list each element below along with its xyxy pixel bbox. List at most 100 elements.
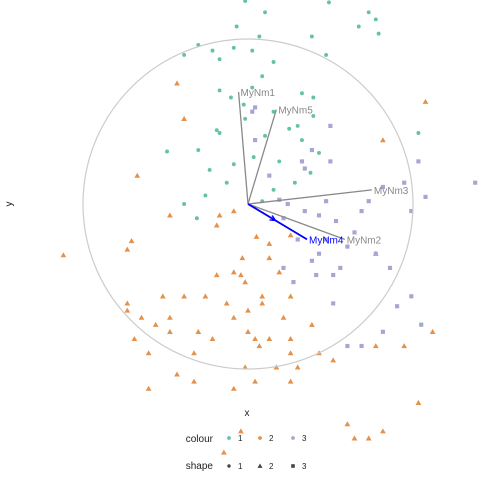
legend-shape-label-2: 2 <box>269 462 274 471</box>
data-point-group-2 <box>287 336 294 342</box>
data-point-group-2 <box>134 172 141 178</box>
data-point-group-3 <box>352 230 357 235</box>
legend-colour: colour 1 2 3 <box>186 434 307 445</box>
data-point-group-3 <box>295 237 300 242</box>
data-point-group-2 <box>174 371 180 377</box>
data-point-group-3 <box>366 199 371 204</box>
data-point-group-1 <box>271 109 276 114</box>
data-point-group-3 <box>359 343 364 349</box>
data-point-group-2 <box>287 378 294 384</box>
data-point-group-1 <box>210 48 215 53</box>
data-point-group-1 <box>287 126 292 131</box>
data-point-group-2 <box>216 212 223 218</box>
data-point-group-2 <box>253 233 260 239</box>
data-point-group-2 <box>191 378 197 384</box>
data-point-group-2 <box>167 212 173 218</box>
data-point-group-2 <box>230 314 237 320</box>
data-point-group-2 <box>230 208 237 214</box>
legend-shape: shape 1 2 3 <box>186 461 307 472</box>
data-point-group-3 <box>333 218 339 224</box>
data-point-group-2 <box>242 279 249 285</box>
data-point-group-2 <box>145 350 152 356</box>
data-point-group-2 <box>131 336 138 342</box>
data-point-group-3 <box>423 194 428 199</box>
data-point-group-2 <box>309 321 315 327</box>
data-point-group-1 <box>277 159 282 164</box>
vector-mynm3 <box>247 189 372 205</box>
data-point-group-2 <box>422 98 429 104</box>
data-point-group-2 <box>287 232 294 238</box>
data-point-group-1 <box>196 148 201 152</box>
data-point-group-1 <box>182 202 187 206</box>
points-layer <box>60 0 478 455</box>
data-point-group-2 <box>220 449 227 455</box>
legend-shape-key-2 <box>257 463 263 468</box>
data-point-group-3 <box>473 180 478 185</box>
data-point-group-1 <box>231 162 236 167</box>
data-point-group-3 <box>316 251 322 256</box>
data-point-group-1 <box>324 52 329 57</box>
data-point-group-3 <box>402 180 407 185</box>
data-point-group-2 <box>124 300 131 306</box>
data-point-group-2 <box>174 80 180 86</box>
legend-colour-title: colour <box>186 434 214 445</box>
data-point-group-1 <box>311 114 316 118</box>
data-point-group-1 <box>356 24 361 29</box>
data-point-group-1 <box>308 170 313 175</box>
legend-colour-label-1: 1 <box>238 434 243 443</box>
data-point-group-2 <box>191 350 197 356</box>
data-point-group-2 <box>213 222 220 228</box>
data-point-group-2 <box>145 385 152 391</box>
legend-colour-label-3: 3 <box>302 434 307 443</box>
data-point-group-2 <box>242 364 249 370</box>
x-axis-title: x <box>245 408 250 419</box>
legend-shape-title: shape <box>186 461 214 472</box>
data-point-group-2 <box>280 314 287 320</box>
y-axis-title: y <box>4 202 15 207</box>
vector-label-mynm5: MyNm5 <box>278 106 313 117</box>
legend-colour-key-1 <box>227 436 231 440</box>
data-point-group-3 <box>281 265 286 270</box>
data-point-group-3 <box>380 329 385 334</box>
vector-arrow-mynm4 <box>269 215 277 222</box>
data-point-group-2 <box>238 428 244 434</box>
data-point-group-2 <box>266 336 273 342</box>
data-point-group-3 <box>324 237 329 242</box>
legend-shape-key-1 <box>227 464 231 468</box>
data-point-group-2 <box>138 314 145 320</box>
data-point-group-1 <box>207 167 212 172</box>
vector-mynm4 <box>247 203 308 241</box>
data-point-group-2 <box>276 269 283 275</box>
vector-label-mynm3: MyNm3 <box>374 186 409 197</box>
data-point-group-2 <box>60 252 67 258</box>
data-point-group-1 <box>376 31 381 36</box>
data-point-group-2 <box>181 293 187 299</box>
data-point-group-1 <box>300 138 304 143</box>
data-point-group-1 <box>250 85 255 90</box>
data-point-group-3 <box>316 213 322 218</box>
data-point-group-3 <box>253 105 258 110</box>
data-point-group-3 <box>299 159 305 164</box>
data-point-group-2 <box>429 328 436 334</box>
data-point-group-3 <box>409 209 414 214</box>
data-point-group-3 <box>345 343 350 349</box>
data-point-group-2 <box>159 293 166 299</box>
data-point-group-2 <box>167 314 173 320</box>
data-point-group-1 <box>263 10 267 15</box>
legend-shape-key-3 <box>291 464 295 468</box>
data-point-group-3 <box>338 265 343 270</box>
legend-shape-label-1: 1 <box>238 462 243 471</box>
data-point-group-1 <box>241 102 246 107</box>
data-point-group-3 <box>331 272 336 278</box>
data-point-group-1 <box>217 131 222 135</box>
data-point-group-3 <box>302 166 307 171</box>
data-point-group-1 <box>326 0 331 5</box>
data-point-group-2 <box>415 399 422 405</box>
data-point-group-2 <box>287 350 294 356</box>
correlation-circle <box>82 38 414 370</box>
data-point-group-3 <box>309 258 314 263</box>
data-point-group-1 <box>271 187 276 192</box>
data-point-group-3 <box>328 123 333 128</box>
data-point-group-2 <box>287 293 294 299</box>
data-point-group-2 <box>252 336 258 342</box>
